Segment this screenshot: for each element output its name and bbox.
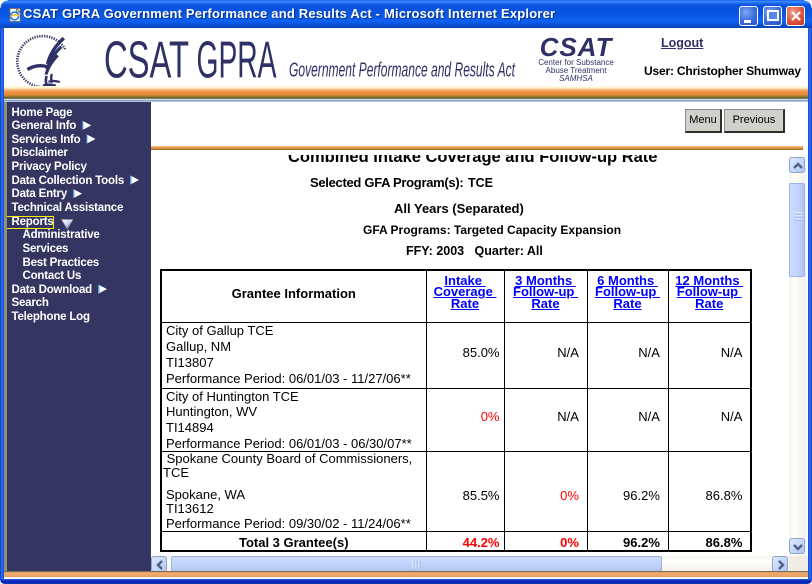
svg-text:GPRA: GPRA: [197, 36, 277, 86]
svg-text:CSAT: CSAT: [104, 36, 189, 86]
svg-text:Government Performance and Res: Government Performance and Results Act: [289, 59, 516, 82]
